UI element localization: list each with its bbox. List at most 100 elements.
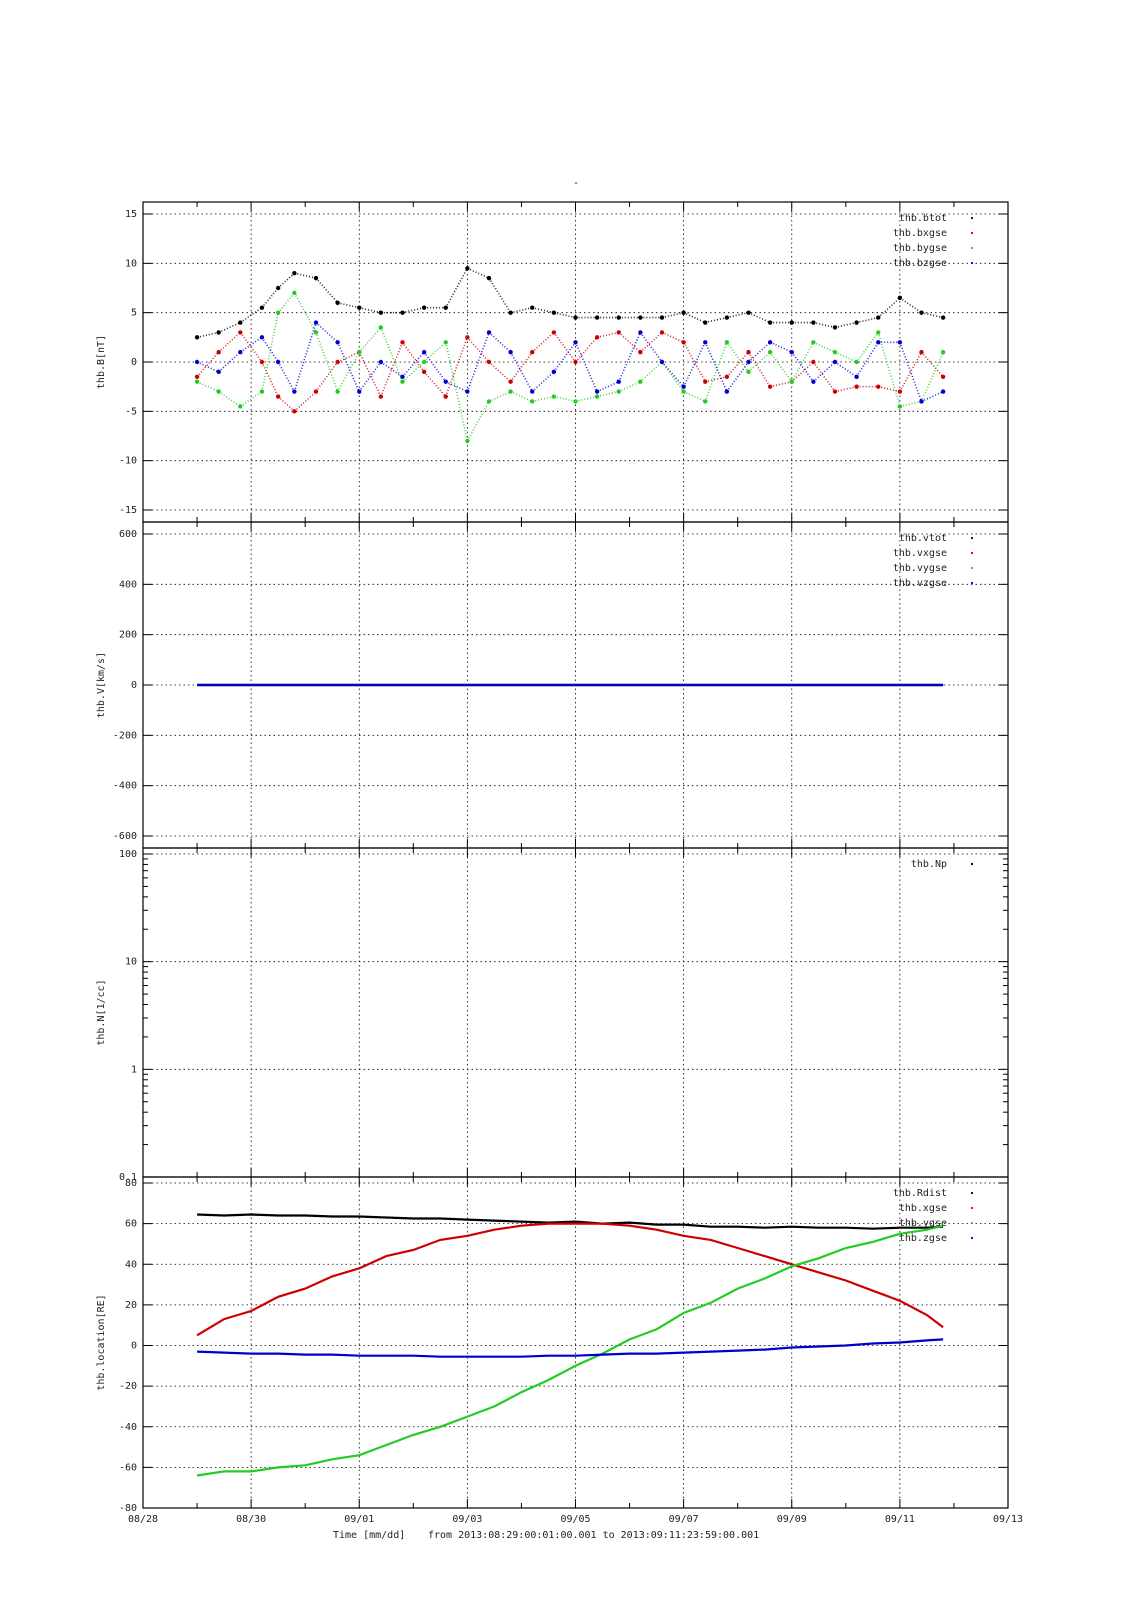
series-segment: [855, 341, 879, 378]
series-segment: [661, 361, 685, 388]
series-segment: [337, 351, 360, 363]
y-axis-label: thb.V[km/s]: [96, 652, 107, 718]
series-segment: [196, 381, 220, 393]
series-segment: [747, 351, 771, 388]
series-segment: [239, 331, 263, 363]
series-segment: [315, 321, 339, 343]
series-segment: [726, 351, 750, 378]
series-segment: [747, 351, 771, 373]
series-segment: [855, 331, 879, 363]
series-segment: [877, 297, 901, 319]
series-segment: [531, 371, 555, 393]
y-tick-label: 40: [125, 1259, 137, 1270]
series-thb.bxgse: [194, 330, 946, 414]
series-segment: [813, 341, 836, 353]
data-point: [919, 349, 924, 355]
series-segment: [813, 321, 836, 329]
legend-marker: [970, 581, 974, 585]
y-tick-label: 400: [119, 579, 137, 590]
panel-2: 600 400 200 0 -200 -400 -600 thb.V[km/s] thb.vto…: [96, 521, 1009, 849]
series-segment: [705, 316, 728, 324]
data-point: [465, 335, 470, 340]
y-tick-label: 60: [125, 1219, 137, 1230]
series-segment: [683, 390, 706, 403]
x-tick-label: 09/01: [344, 1514, 374, 1525]
data-point: [940, 349, 946, 355]
y-tick-label: -10: [119, 456, 137, 467]
series-segment: [380, 361, 403, 378]
series-segment: [726, 361, 750, 393]
legend-label: thb.Np: [911, 859, 947, 870]
series-segment: [791, 361, 814, 383]
data-point: [313, 275, 319, 281]
series-segment: [444, 342, 469, 442]
series-segment: [239, 307, 263, 324]
series-segment: [218, 390, 241, 408]
data-point: [486, 275, 492, 281]
legend-marker: [970, 261, 974, 265]
series-line: [196, 1224, 944, 1477]
y-tick-label: -15: [119, 505, 137, 516]
legend-label: thb.btot: [899, 213, 947, 224]
legend-marker: [970, 231, 974, 235]
series-segment: [423, 341, 447, 363]
data-point: [616, 330, 621, 335]
data-point: [216, 389, 221, 394]
figure-title: -: [573, 178, 579, 189]
series-segment: [218, 321, 241, 334]
series-segment: [358, 326, 382, 353]
y-tick-label: 0: [131, 357, 137, 368]
y-tick-label: 10: [125, 258, 137, 269]
data-point: [940, 374, 946, 379]
series-segment: [877, 332, 901, 407]
y-tick-label: 15: [125, 209, 137, 220]
data-point: [508, 389, 513, 394]
x-axis-label: Time [mm/dd]: [333, 1530, 405, 1541]
series-segment: [878, 385, 901, 393]
series-segment: [596, 390, 619, 398]
data-point: [292, 290, 297, 296]
x-tick-label: 09/11: [885, 1514, 915, 1525]
series-segment: [488, 277, 512, 314]
data-point: [421, 349, 427, 355]
series-segment: [596, 381, 620, 393]
data-point: [681, 310, 686, 315]
y-tick-label: 600: [119, 529, 137, 540]
x-tick-label: 09/05: [560, 1514, 590, 1525]
legend-marker: [970, 1206, 974, 1210]
series-thb.xgse: [196, 1222, 944, 1337]
series-line: [196, 1222, 944, 1337]
series-segment: [575, 395, 598, 403]
series-segment: [769, 380, 792, 388]
series-segment: [834, 321, 857, 329]
series-segment: [218, 331, 241, 353]
series-thb.ygse: [196, 1224, 944, 1477]
x-axis: 08/28 08/30 09/01 09/03 09/05 09/07 09/09 09/11…: [128, 1514, 1023, 1525]
series-segment: [726, 311, 749, 319]
y-tick-label: 20: [125, 1300, 137, 1311]
y-tick-label: 0: [131, 1341, 137, 1352]
series-segment: [277, 272, 295, 289]
legend-marker: [970, 246, 974, 250]
data-point: [746, 310, 751, 315]
series-segment: [596, 331, 619, 339]
series-segment: [509, 351, 533, 383]
series-segment: [553, 341, 577, 373]
series-segment: [196, 351, 220, 378]
data-point: [486, 330, 492, 335]
series-segment: [531, 331, 555, 353]
series-segment: [380, 341, 404, 397]
legend-label: thb.bygse: [893, 243, 947, 254]
y-tick-label: 200: [119, 630, 137, 641]
series-line: [197, 1338, 944, 1358]
series-segment: [553, 395, 576, 403]
data-point: [551, 310, 557, 315]
legend-marker: [970, 862, 974, 866]
data-point: [789, 349, 794, 355]
series-segment: [380, 327, 404, 383]
series-segment: [402, 306, 425, 314]
series-segment: [618, 331, 641, 353]
series-segment: [315, 361, 339, 393]
legend-label: thb.vxgse: [893, 548, 947, 559]
series-segment: [239, 390, 263, 408]
